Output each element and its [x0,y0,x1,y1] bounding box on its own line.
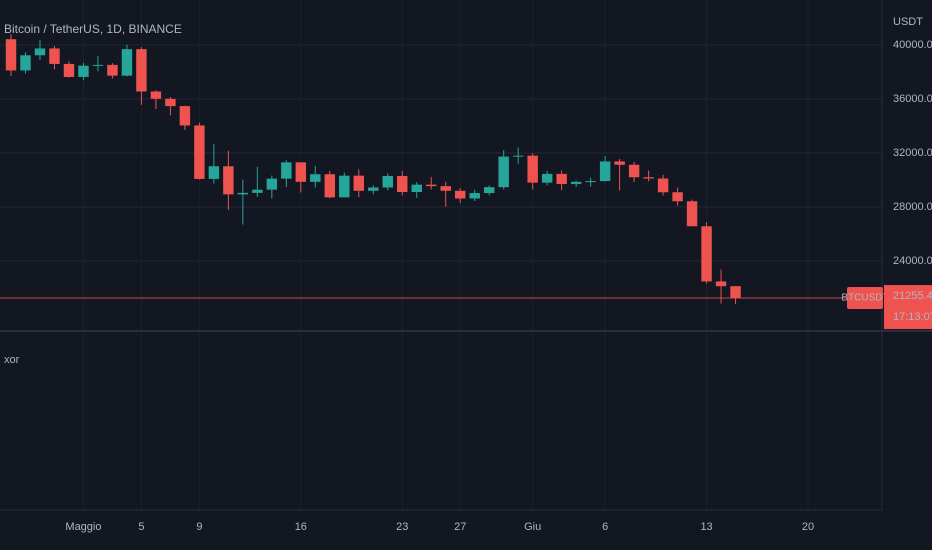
candle-body [295,162,307,182]
candle-body [92,64,104,66]
candle-body [208,166,220,179]
candle-body [643,177,654,179]
candle-body [672,192,683,202]
candle-body [20,55,31,71]
candle-body [353,175,364,191]
candle-body [527,155,538,183]
candle-body [368,187,379,191]
candle-body [599,161,611,182]
x-tick-label: Maggio [65,521,101,533]
lower-pane-title: xor [4,354,20,366]
candle-body [34,48,46,56]
candle-body [63,63,75,77]
candle-body [440,186,451,191]
candle-body [541,173,553,183]
candle-body [107,64,118,76]
candle-body [310,174,321,182]
candle-body [339,175,350,198]
candle-body [455,190,466,199]
candle-body [266,178,278,190]
candle-body [498,156,509,188]
candle-body [136,49,147,92]
x-tick-label: Giu [524,521,541,533]
candle-body [252,189,263,193]
price-label: 21255.49 [893,290,932,302]
candle-body [78,65,89,77]
candle-body [150,91,162,99]
candle-body [686,201,698,227]
y-tick-label: 24000.00 [893,255,932,267]
y-tick-label: 32000.00 [893,147,932,159]
candle-body [179,106,191,126]
price-badge [884,285,932,330]
grid [0,44,882,262]
candle-body [701,226,712,282]
currency-label: USDT [893,16,923,28]
candle-body [657,178,669,193]
y-tick-label: 28000.00 [893,201,932,213]
symbol-label: BTCUSDT [841,293,888,304]
axis-labels: 24000.00 28000.00 32000.00 36000.00 40000.00… [65,39,932,533]
x-tick-label: 9 [196,521,202,533]
candle-body [426,184,437,187]
candle-body [165,98,176,107]
candles [0,34,882,305]
candle-body [512,155,524,157]
countdown-label: 17:13:07 [893,311,932,323]
x-tick-label: 6 [602,521,608,533]
x-tick-label: 13 [700,521,712,533]
candle-body [324,174,336,198]
candle-body [5,39,17,71]
candle-body [411,184,422,193]
x-tick-label: 20 [802,521,814,533]
symbol-badge [847,287,883,310]
chart-title: Bitcoin / TetherUS, 1D, BINANCE [4,22,182,36]
candle-body [382,176,393,188]
candle-body [730,286,741,299]
candle-body [483,187,495,194]
candle-body [614,161,625,165]
candle-body [223,166,234,195]
candle-body [628,164,640,178]
y-tick-label: 36000.00 [893,93,932,105]
x-tick-label: 23 [396,521,408,533]
candle-body [121,49,133,76]
candle-body [570,181,582,185]
candle-body [397,176,408,193]
candle-body [556,173,567,185]
candle-body [585,181,596,183]
y-tick-label: 40000.00 [893,39,932,51]
x-tick-label: 16 [295,521,307,533]
x-tick-label: 27 [454,521,466,533]
candle-body [715,281,727,287]
candle-body [49,48,60,64]
candle-body [237,192,249,195]
candle-body [469,193,480,199]
candle-body [194,125,205,179]
x-tick-label: 5 [138,521,144,533]
candle-body [281,162,292,179]
